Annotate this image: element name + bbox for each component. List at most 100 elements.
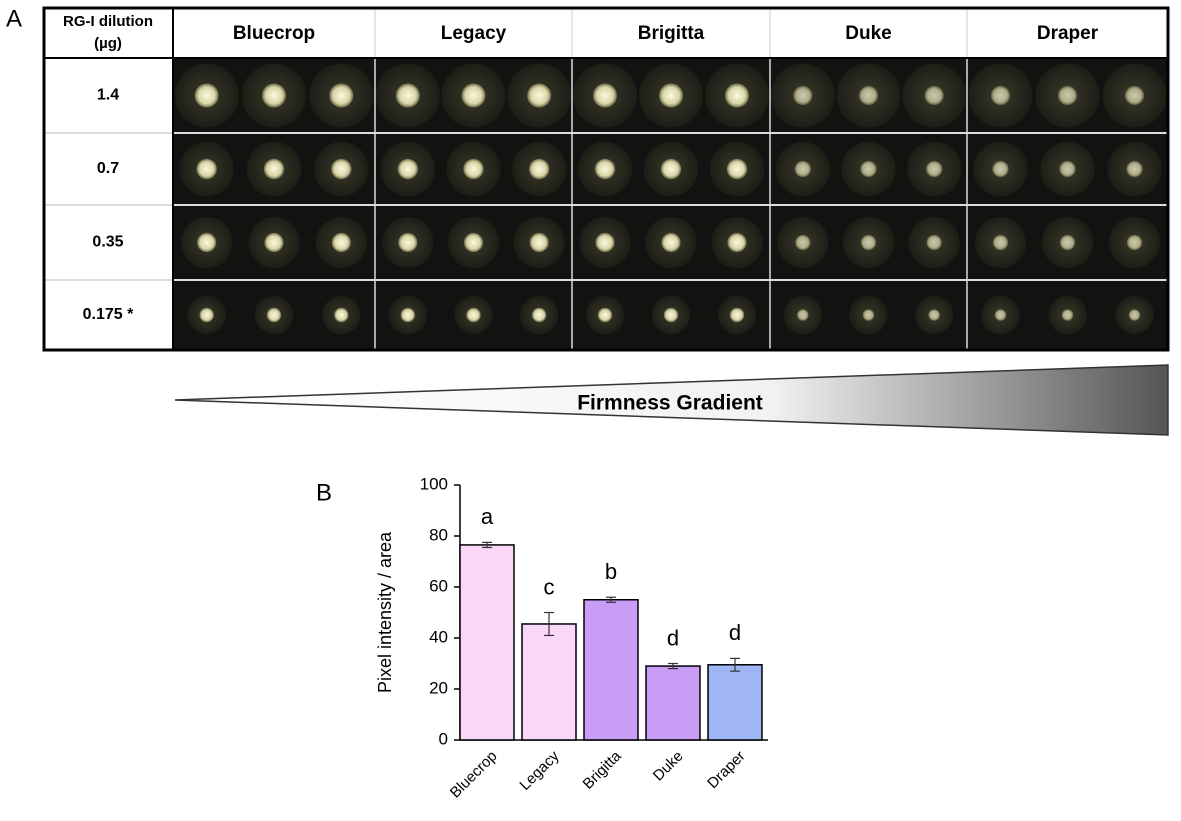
colony-spot (466, 307, 481, 323)
colony-spot (331, 232, 351, 253)
y-tick-label: 80 (429, 525, 448, 544)
colony-spot (992, 234, 1009, 251)
row-label: 0.7 (97, 160, 119, 177)
colony-spot (1059, 160, 1076, 178)
colony-spot (725, 83, 749, 108)
colony-spot (794, 160, 811, 178)
colony-spot (659, 83, 683, 108)
colony-spot (398, 232, 418, 253)
colony-spot (194, 83, 219, 108)
row-label: 0.175 * (83, 306, 134, 323)
colony-spot (463, 158, 484, 180)
y-tick-label: 60 (429, 576, 448, 595)
significance-letter: d (729, 620, 741, 645)
x-tick-label: Bluecrop (447, 748, 501, 802)
bar (707, 664, 763, 741)
colony-spot (860, 160, 877, 178)
header-label: RG-I dilution (63, 13, 153, 30)
colony-spot (264, 232, 284, 253)
colony-spot (531, 307, 547, 323)
y-tick-label: 20 (429, 678, 448, 697)
column-header: Draper (1037, 23, 1099, 44)
colony-spot (528, 158, 550, 180)
gradient-label: Firmness Gradient (577, 392, 763, 415)
row-label: 1.4 (97, 87, 119, 104)
colony-spot (797, 309, 809, 321)
y-tick-label: 100 (420, 474, 448, 493)
colony-spot (262, 83, 286, 108)
colony-spot (1057, 85, 1078, 106)
colony-spot (795, 234, 811, 251)
table-border (42, 6, 1170, 352)
colony-spot (1126, 234, 1143, 251)
row-label: 0.35 (92, 234, 123, 251)
colony-spot (595, 232, 615, 253)
x-tick-label: Draper (704, 748, 748, 792)
colony-spot (1126, 160, 1143, 178)
colony-spot (994, 309, 1007, 321)
colony-spot (1059, 234, 1076, 251)
colony-spot (334, 307, 349, 323)
colony-spot (660, 158, 682, 180)
colony-spot (199, 307, 214, 323)
colony-spot (597, 307, 613, 323)
x-tick-label: Brigitta (580, 747, 625, 792)
photo-table: RG-I dilution (µg) Bluecrop Legacy Brigitta D… (42, 6, 1170, 352)
y-tick-label: 0 (439, 729, 448, 748)
colony-spot (663, 307, 679, 323)
colony-spot (992, 160, 1009, 178)
colony-spot (463, 232, 484, 253)
colony-spot (197, 232, 217, 253)
colony-spot (661, 232, 681, 253)
colony-spot (729, 307, 745, 323)
colony-spot (594, 158, 616, 180)
colony-spot (1128, 309, 1141, 321)
column-header: Legacy (441, 23, 507, 44)
column-header: Brigitta (638, 23, 705, 44)
colony-spot (928, 309, 940, 321)
y-axis-label: Pixel intensity / area (375, 531, 395, 693)
colony-spot (461, 83, 486, 108)
bar (645, 665, 701, 741)
significance-letter: b (605, 559, 617, 584)
column-header: Duke (845, 23, 891, 44)
colony-spot (593, 83, 617, 108)
colony-spot (860, 234, 877, 251)
colony-spot (527, 83, 552, 108)
significance-letter: c (544, 574, 555, 599)
bar (459, 544, 515, 741)
panel-label: A (6, 5, 22, 32)
significance-letter: a (481, 504, 494, 529)
colony-spot (924, 85, 944, 106)
y-tick-label: 40 (429, 627, 448, 646)
colony-spot (858, 85, 879, 106)
colony-spot (1061, 309, 1074, 321)
colony-spot (400, 307, 416, 323)
colony-spot (263, 158, 285, 180)
colony-spot (331, 158, 352, 180)
bar-chart: 0 20 40 60 80 100 Pixel intensity / area a Bluec… (375, 474, 768, 801)
colony-spot (726, 158, 748, 180)
panel-label: B (316, 479, 332, 506)
colony-spot (727, 232, 747, 253)
bar (583, 599, 639, 741)
colony-spot (529, 232, 549, 253)
colony-spot (1124, 85, 1145, 106)
colony-spot (926, 160, 943, 178)
bar (521, 623, 577, 741)
colony-spot (990, 85, 1011, 106)
colony-spot (196, 158, 217, 180)
x-tick-label: Duke (650, 748, 687, 785)
colony-spot (329, 83, 354, 108)
colony-spot (926, 234, 942, 251)
colony-spot (395, 83, 420, 108)
colony-spot (266, 307, 282, 323)
colony-spot (793, 85, 813, 106)
header-label: (µg) (94, 35, 122, 52)
colony-spot (862, 309, 875, 321)
significance-letter: d (667, 625, 679, 650)
column-header: Bluecrop (233, 23, 315, 44)
x-tick-label: Legacy (516, 747, 563, 794)
colony-spot (397, 158, 419, 180)
